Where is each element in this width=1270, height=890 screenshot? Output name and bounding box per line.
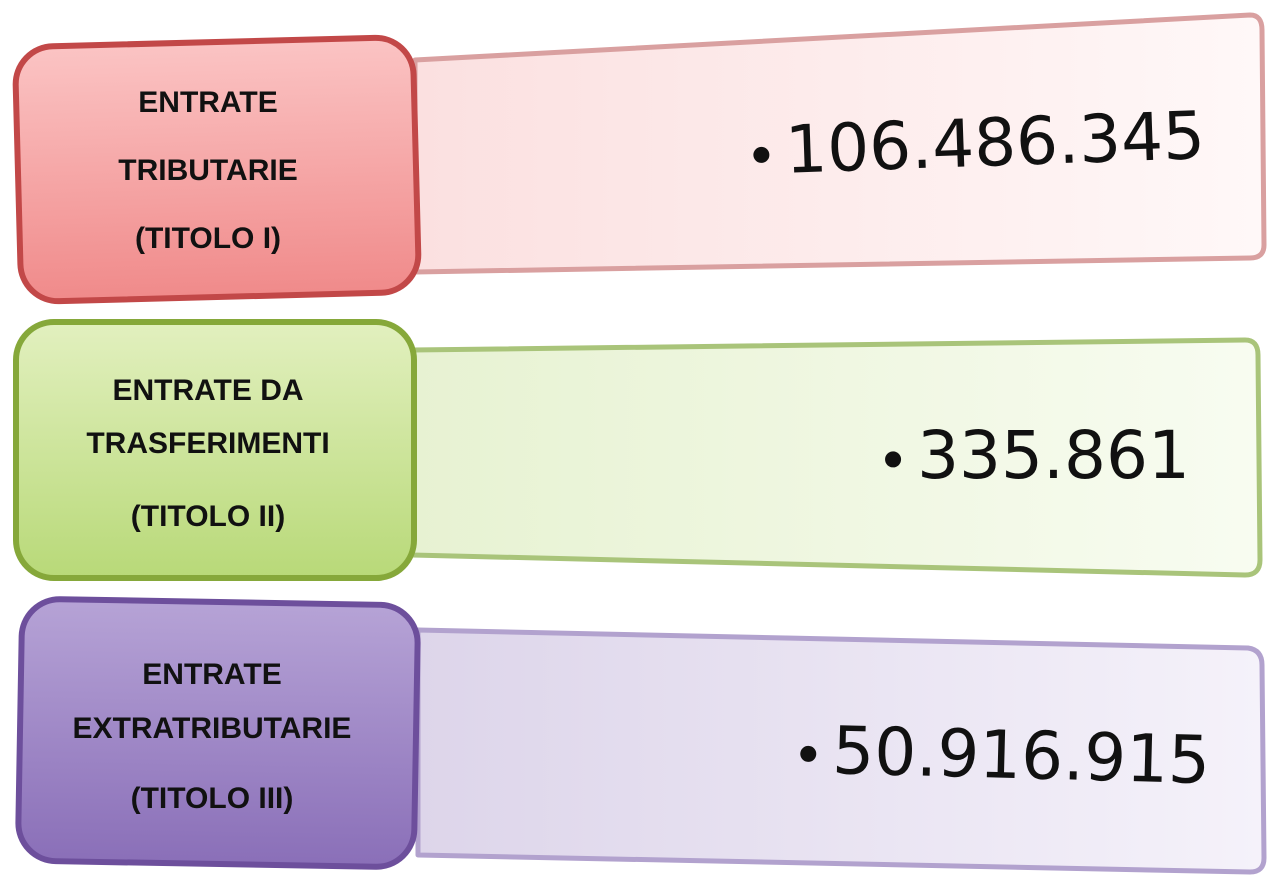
label-line: EXTRATRIBUTARIE (73, 712, 352, 745)
value-panel (415, 627, 1267, 875)
label-line: TRIBUTARIE (118, 154, 297, 187)
label-box (12, 34, 422, 305)
label-line: ENTRATE (138, 86, 277, 119)
label-line: ENTRATE (142, 658, 281, 691)
value-panel (409, 337, 1263, 578)
value-text: 106.486.345 (784, 97, 1206, 189)
bullet (800, 745, 817, 762)
value-text: 335.861 (917, 417, 1190, 494)
label-line: (TITOLO I) (135, 222, 281, 255)
label-line: (TITOLO II) (131, 500, 285, 533)
label-box (15, 596, 421, 870)
label-line: ENTRATE DA (112, 374, 303, 407)
label-box (13, 319, 417, 581)
value-panel (412, 12, 1267, 275)
label-line: (TITOLO III) (131, 782, 294, 815)
bullet (753, 146, 770, 163)
label-line: TRASFERIMENTI (86, 427, 329, 460)
bullet (885, 451, 902, 468)
value-text: 50.916.915 (831, 712, 1211, 799)
